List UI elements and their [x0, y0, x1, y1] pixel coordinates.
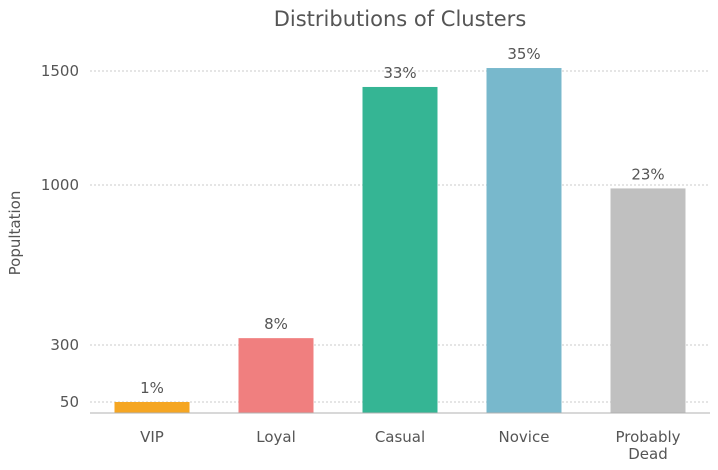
- data-label: 23%: [631, 165, 664, 183]
- y-tick-label: 300: [50, 336, 79, 354]
- y-axis-label: Popultation: [6, 191, 24, 276]
- y-tick-label: 1000: [41, 176, 79, 194]
- y-tick-label: 50: [60, 393, 79, 411]
- data-label: 1%: [140, 379, 164, 397]
- x-tick-label: Casual: [375, 428, 425, 446]
- x-axis-ticks: VIP Loyal Casual Novice Probably Dead: [140, 428, 681, 463]
- chart-title: Distributions of Clusters: [274, 7, 527, 31]
- data-label: 33%: [383, 64, 416, 82]
- x-tick-label: Novice: [499, 428, 550, 446]
- bar-vip: [114, 402, 190, 413]
- data-label: 8%: [264, 315, 288, 333]
- x-tick-label: VIP: [140, 428, 164, 446]
- bars: [114, 68, 686, 414]
- x-tick-label: Probably Dead: [615, 428, 680, 463]
- bar-casual: [362, 86, 438, 414]
- bar-loyal: [238, 338, 314, 413]
- data-labels: 1% 8% 33% 35% 23%: [140, 45, 665, 397]
- y-tick-label: 1500: [41, 62, 79, 80]
- y-axis-ticks: 50 300 1000 1500: [41, 62, 79, 411]
- bar-novice: [486, 68, 562, 413]
- data-label: 35%: [507, 45, 540, 63]
- x-tick-label: Loyal: [256, 428, 296, 446]
- bar-probably-dead: [610, 188, 686, 413]
